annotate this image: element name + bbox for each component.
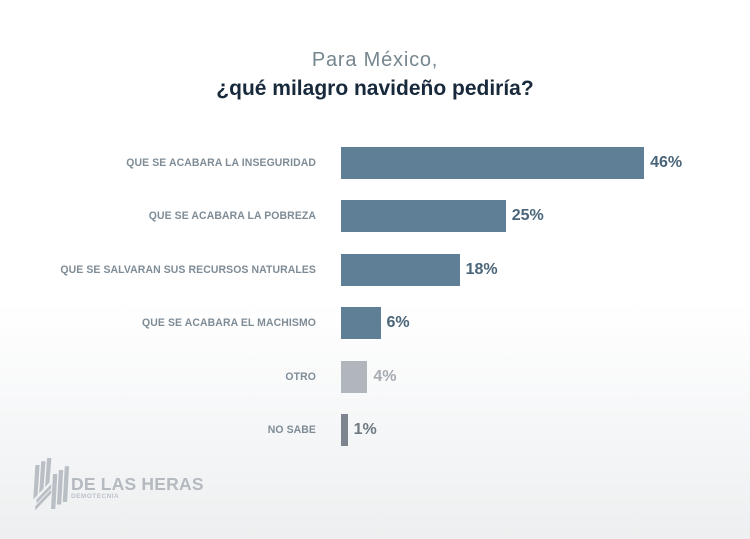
bar	[341, 360, 368, 393]
chart-row: QUE SE ACABARA LA POBREZA 25%	[0, 200, 750, 233]
logo-name: DE LAS HERAS	[71, 474, 204, 494]
logo-mark-icon	[33, 458, 70, 511]
bar	[341, 414, 348, 446]
chart-title-block: Para México, ¿qué milagro navideño pedir…	[0, 50, 750, 100]
chart-row: NO SABE 1%	[0, 414, 750, 446]
logo-subname: DEMOTECNIA	[71, 493, 120, 500]
chart-row: OTRO 4%	[0, 360, 750, 393]
bar-category-label: QUE SE ACABARA EL MACHISMO	[142, 317, 316, 330]
bar-category-label: QUE SE ACABARA LA POBREZA	[148, 210, 316, 223]
bar-category-label: QUE SE SALVARAN SUS RECURSOS NATURALES	[60, 263, 316, 276]
logo-text: DE LAS HERAS DEMOTECNIA	[71, 452, 204, 501]
bar-category-label: OTRO	[285, 370, 316, 383]
bar-value-label: 4%	[373, 367, 397, 385]
chart-row: QUE SE ACABARA EL MACHISMO 6%	[0, 307, 750, 340]
logo: DE LAS HERAS DEMOTECNIA	[30, 452, 204, 514]
bar-value-label: 1%	[353, 421, 377, 438]
chart-row: QUE SE ACABARA LA INSEGURIDAD 46%	[0, 147, 750, 179]
bar-value-label: 18%	[465, 260, 498, 278]
bar	[341, 307, 381, 340]
bar-category-label: QUE SE ACABARA LA INSEGURIDAD	[126, 157, 316, 169]
bar-category-label: NO SABE	[267, 424, 316, 436]
bar	[341, 253, 460, 286]
bar-value-label: 46%	[650, 154, 683, 171]
bar-value-label: 25%	[511, 207, 544, 225]
bar	[341, 200, 506, 233]
bar	[341, 147, 645, 179]
chart-title-line2: ¿qué milagro navideño pediría?	[216, 77, 534, 100]
bar-value-label: 6%	[386, 314, 410, 332]
chart-row: QUE SE SALVARAN SUS RECURSOS NATURALES 18…	[0, 253, 750, 286]
chart-title-line1: Para México,	[311, 49, 439, 71]
